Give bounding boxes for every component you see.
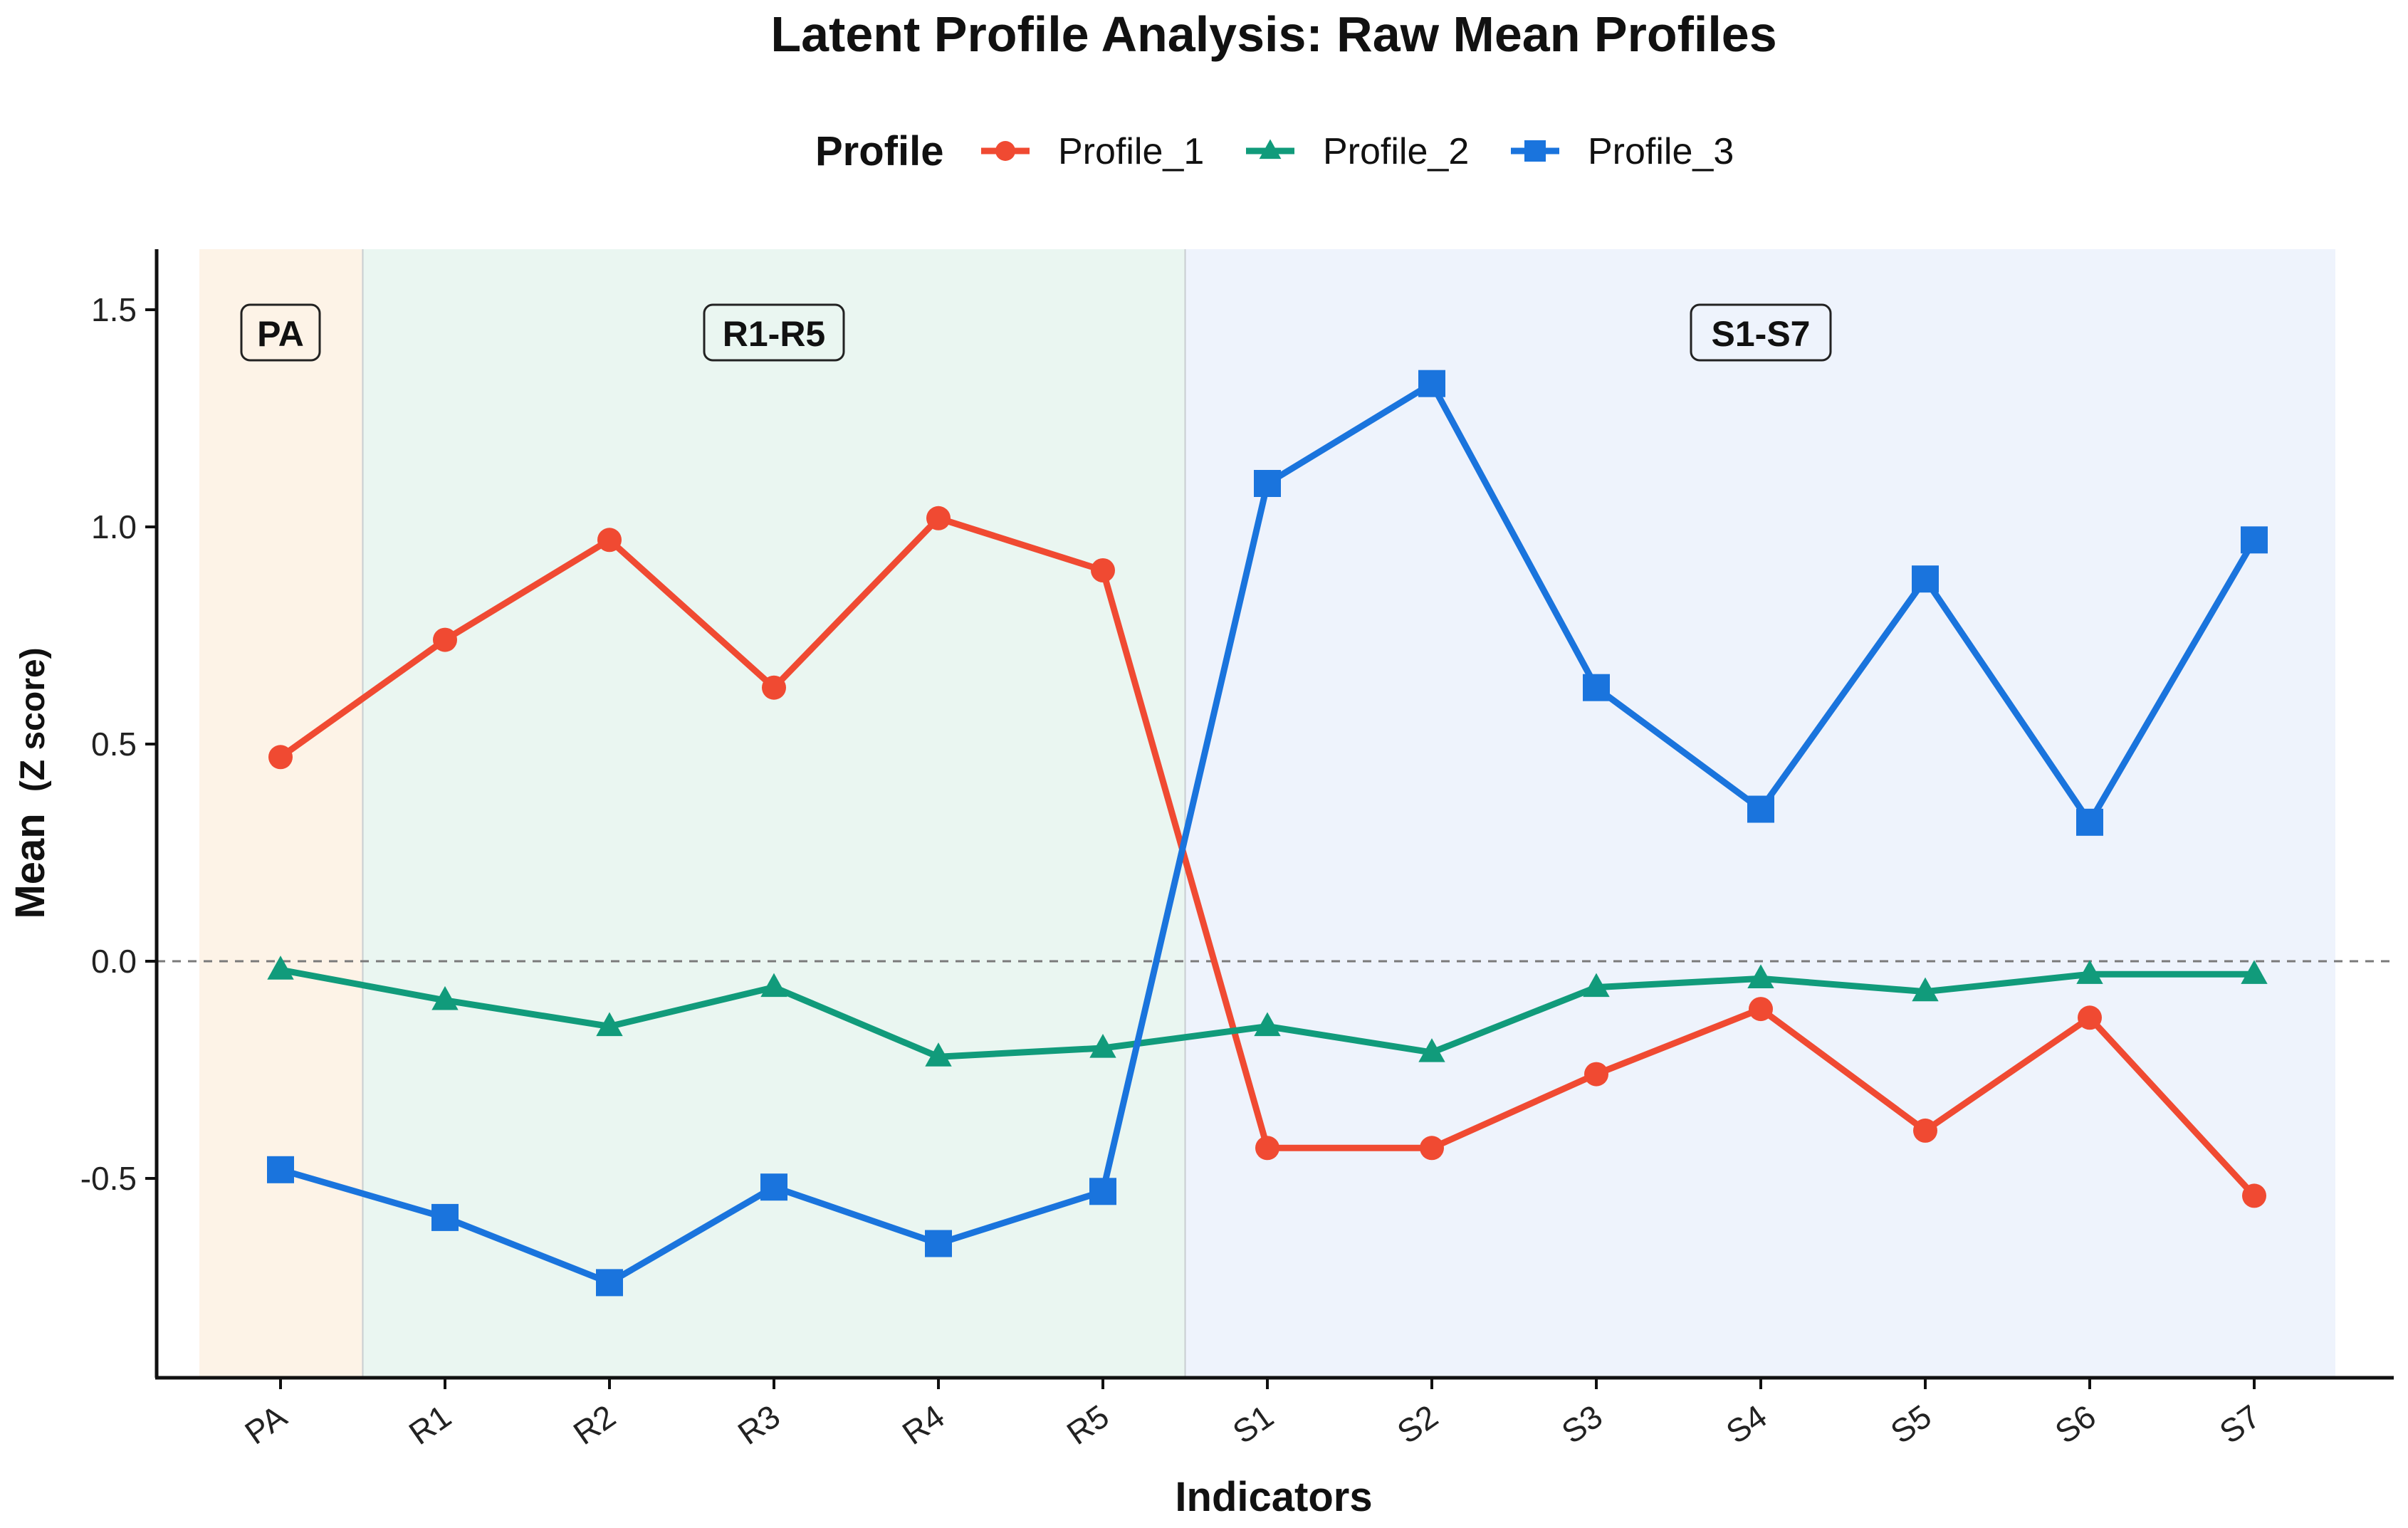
x-tick-label-s2: S2 <box>1391 1398 1445 1451</box>
data-point-profile-3-s6 <box>2076 808 2103 836</box>
data-point-profile-1-s7 <box>2242 1183 2266 1208</box>
x-tick-label-r4: R4 <box>896 1398 951 1452</box>
x-tick-label-s3: S3 <box>1555 1398 1609 1451</box>
data-point-profile-3-s4 <box>1747 795 1774 823</box>
data-point-profile-1-s3 <box>1584 1062 1608 1087</box>
data-point-profile-3-s7 <box>2241 526 2268 554</box>
series-markers <box>267 370 2268 1297</box>
region-label-r1-r5: R1-R5 <box>723 314 825 354</box>
region-label-box <box>1690 303 1832 362</box>
region-label-box <box>703 303 845 362</box>
x-tick-label-s7: S7 <box>2213 1398 2267 1451</box>
data-point-profile-3-r2 <box>596 1269 623 1297</box>
data-point-profile-3-r4 <box>925 1230 952 1257</box>
data-point-profile-2-pa <box>267 956 294 980</box>
region-backgrounds <box>199 249 2335 1378</box>
data-point-profile-2-s3 <box>1583 973 1610 998</box>
legend-key-marker <box>1524 140 1546 162</box>
region-label-s1-s7: S1-S7 <box>1712 314 1811 354</box>
region-pa <box>199 249 363 1378</box>
data-point-profile-2-s1 <box>1254 1012 1281 1037</box>
y-tick-label: 1.5 <box>91 291 137 328</box>
data-point-profile-2-r3 <box>760 973 787 998</box>
x-axis-label: Indicators <box>1175 1474 1372 1520</box>
x-tick-label-s6: S6 <box>2048 1398 2103 1451</box>
region-label-pa: PA <box>257 314 304 354</box>
data-point-profile-3-pa <box>267 1156 294 1183</box>
data-point-profile-1-r3 <box>762 675 786 700</box>
y-axis-label: Mean (Z score) <box>7 647 53 919</box>
data-point-profile-2-r2 <box>596 1012 623 1037</box>
x-tick-label-pa: PA <box>238 1397 293 1451</box>
data-point-profile-1-s1 <box>1255 1136 1279 1161</box>
y-tick-label: 1.0 <box>91 508 137 545</box>
data-point-profile-3-s3 <box>1583 674 1610 701</box>
chart-title: Latent Profile Analysis: Raw Mean Profil… <box>770 6 1776 62</box>
y-axis-label-sub: (Z score) <box>14 647 52 792</box>
region-r1-r5 <box>362 249 1185 1378</box>
data-point-profile-1-r5 <box>1091 558 1115 582</box>
x-tick-label-s4: S4 <box>1719 1398 1774 1451</box>
legend-item-profile-1: Profile_1 <box>981 131 1204 172</box>
legend-key-marker <box>995 141 1015 161</box>
data-point-profile-2-s5 <box>1912 977 1939 1002</box>
data-point-profile-2-r1 <box>431 985 459 1010</box>
data-point-profile-2-s7 <box>2241 960 2268 984</box>
legend-title: Profile <box>815 128 944 174</box>
x-tick-label-r3: R3 <box>731 1398 787 1452</box>
x-tick-label-s5: S5 <box>1884 1398 1938 1451</box>
legend-label: Profile_3 <box>1588 131 1734 172</box>
x-tick-label-s1: S1 <box>1226 1398 1280 1451</box>
data-point-profile-1-r2 <box>597 528 622 553</box>
data-point-profile-3-r3 <box>760 1173 787 1201</box>
data-point-profile-2-s6 <box>2076 960 2103 984</box>
data-point-profile-1-pa <box>268 745 293 770</box>
data-point-profile-3-s5 <box>1912 565 1939 593</box>
data-point-profile-3-r1 <box>431 1203 459 1231</box>
data-point-profile-1-r1 <box>433 627 457 652</box>
data-point-profile-1-s6 <box>2078 1005 2102 1030</box>
legend-label: Profile_1 <box>1058 131 1204 172</box>
y-tick-label: 0.0 <box>91 943 137 980</box>
region-labels: PA R1-R5 S1-S7 <box>240 303 1832 362</box>
data-point-profile-1-s2 <box>1420 1136 1444 1161</box>
legend: Profile Profile_1 Profile_2 Profile_3 <box>815 128 1734 174</box>
y-axis-label-main: Mean <box>7 813 53 919</box>
legend-item-profile-2: Profile_2 <box>1246 131 1469 172</box>
legend-label: Profile_2 <box>1323 131 1469 172</box>
data-point-profile-2-s4 <box>1747 964 1774 988</box>
data-point-profile-3-s1 <box>1254 470 1281 497</box>
x-tick-label-r1: R1 <box>402 1398 458 1452</box>
data-point-profile-2-s2 <box>1418 1038 1445 1062</box>
data-point-profile-3-s2 <box>1418 370 1445 397</box>
data-point-profile-3-r5 <box>1089 1178 1116 1205</box>
data-point-profile-1-s5 <box>1913 1118 1937 1143</box>
legend-item-profile-3: Profile_3 <box>1511 131 1734 172</box>
data-point-profile-2-r5 <box>1089 1033 1116 1058</box>
legend-key-marker <box>1259 139 1282 159</box>
data-point-profile-2-r4 <box>925 1042 952 1067</box>
region-label-box <box>240 303 321 362</box>
x-tick-label-r2: R2 <box>567 1398 622 1452</box>
data-point-profile-1-s4 <box>1749 997 1773 1022</box>
x-tick-label-r5: R5 <box>1060 1398 1116 1452</box>
data-point-profile-1-r4 <box>926 506 951 530</box>
y-tick-label: -0.5 <box>80 1160 137 1197</box>
y-tick-label: 0.5 <box>91 726 137 763</box>
